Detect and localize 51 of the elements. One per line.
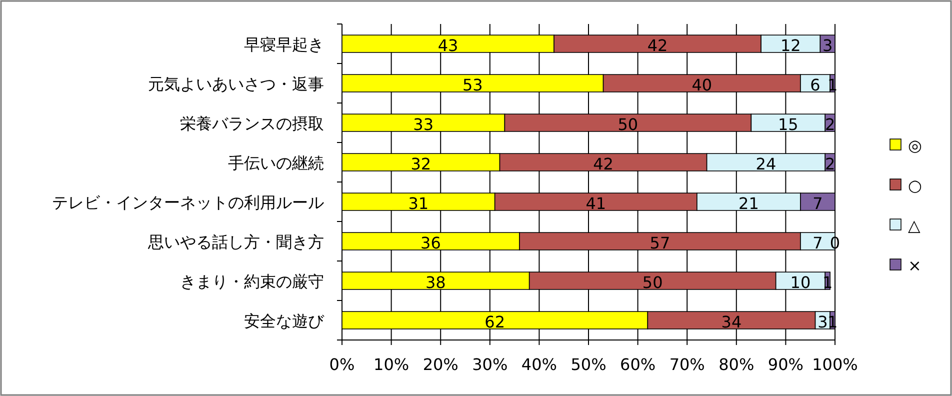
x-tick-label: 100% [812,355,858,374]
data-label: 50 [642,272,663,292]
data-label: 7 [812,233,823,252]
x-tick-label: 40% [521,355,557,374]
data-label: 62 [484,312,506,332]
x-tick-label: 50% [570,355,606,374]
data-label: 2 [824,154,836,174]
data-label: 3 [822,36,833,55]
data-label: 24 [756,154,776,174]
legend-label: ◎ [908,136,922,155]
x-tick-label: 90% [768,355,804,374]
y-tick-label: 早寝早起き [244,34,324,54]
data-label: 15 [778,114,798,134]
x-tick-label: 30% [472,355,508,374]
y-tick-label: 栄養バランスの摂取 [180,114,324,133]
legend-label: △ [908,216,921,235]
y-tick-label: 元気よいあいさつ・返事 [148,74,324,94]
data-label: 32 [410,154,432,174]
y-tick-label: 安全な遊び [244,311,325,330]
data-label: 43 [438,36,458,55]
data-label: 41 [586,194,606,213]
y-tick-label: テレビ・インターネットの利用ルール [52,192,324,212]
data-label: 42 [593,154,614,174]
legend-label: ○ [908,176,922,195]
x-tick-label: 0% [329,355,355,374]
y-tick-label: 手伝いの継続 [228,153,324,172]
data-label: 36 [420,233,441,252]
data-label: 21 [738,194,759,213]
data-label: 38 [425,272,446,292]
x-tick-label: 80% [718,355,754,374]
data-label: 12 [780,36,801,55]
data-label: 7 [812,194,823,213]
x-tick-label: 60% [620,355,656,374]
x-tick-label: 70% [669,355,705,374]
data-label: 57 [650,233,670,252]
data-label: 40 [692,75,712,94]
x-tick-label: 10% [374,355,410,374]
data-label: 42 [647,36,668,55]
data-label: 2 [824,114,836,134]
y-tick-label: きまり・約束の厳守 [180,272,324,291]
data-label: 3 [818,312,828,332]
data-label: 10 [790,272,811,292]
data-label: 34 [721,312,742,332]
y-tick-label: 思いやる話し方・聞き方 [147,232,324,252]
data-label: 33 [413,114,434,134]
data-label: 50 [618,114,638,134]
legend-label: × [908,256,922,275]
data-label: 6 [810,75,820,94]
x-tick-label: 20% [422,355,458,374]
data-label: 53 [462,75,483,94]
data-label: 31 [408,194,429,213]
